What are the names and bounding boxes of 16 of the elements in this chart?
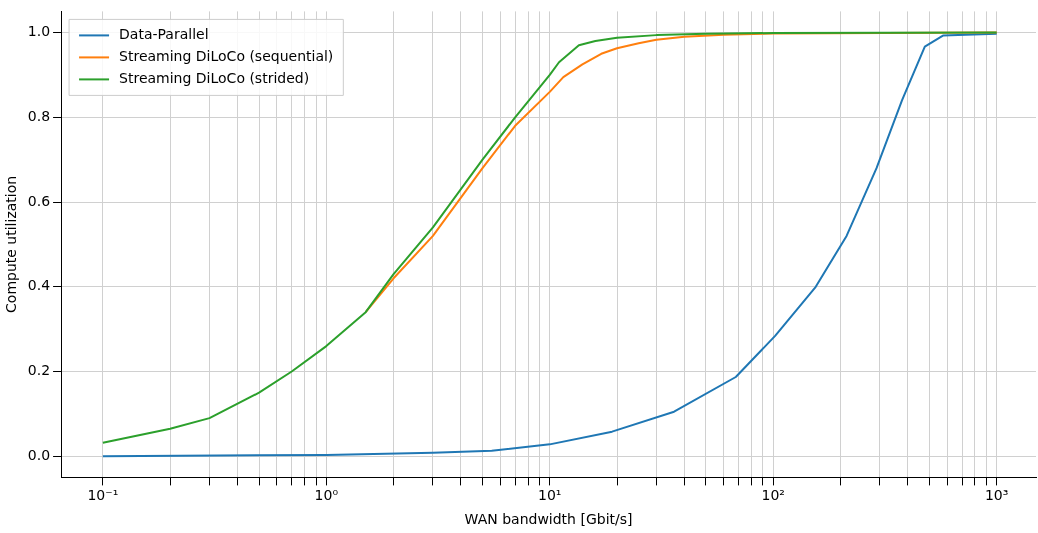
y-tick-label: 0.2 [27, 362, 51, 379]
y-tick-label: 0.8 [27, 107, 51, 124]
y-tick-label: 0.6 [27, 192, 51, 209]
x-tick-label: 10⁻¹ [87, 487, 119, 504]
y-tick-label: 0.4 [27, 277, 51, 294]
x-axis-title: WAN bandwidth [Gbit/s] [464, 511, 633, 528]
y-tick-label: 0.0 [27, 446, 51, 463]
x-tick-label: 10¹ [538, 487, 562, 504]
x-tick-label: 10³ [984, 487, 1009, 504]
y-axis-title: Compute utilization [3, 175, 20, 313]
x-tick-label: 10⁰ [314, 487, 339, 504]
y-tick-label: 1.0 [27, 23, 51, 40]
legend-label: Streaming DiLoCo (sequential) [119, 48, 334, 65]
legend-label: Streaming DiLoCo (strided) [119, 70, 310, 87]
x-tick-label: 10² [761, 487, 785, 504]
legend-label: Data-Parallel [119, 26, 209, 43]
